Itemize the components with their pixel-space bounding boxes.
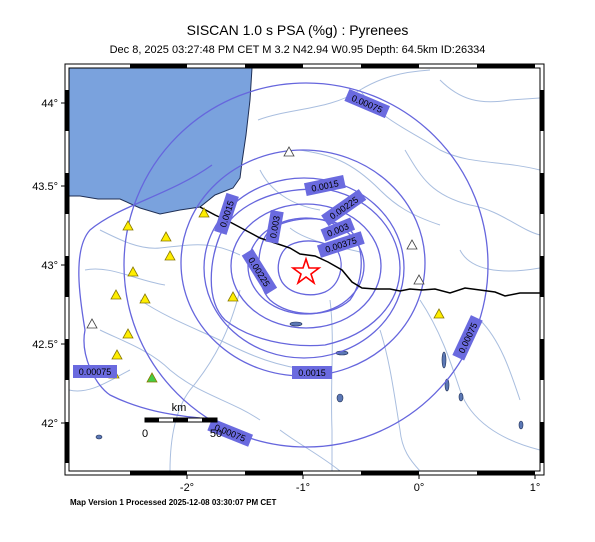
- event-subtitle: Dec 8, 2025 03:27:48 PM CET M 3.2 N42.94…: [109, 44, 486, 56]
- scale-end: 50: [210, 428, 222, 440]
- lon-tick: -2°: [180, 482, 194, 494]
- triangle-icon: [413, 274, 425, 285]
- triangle-icon: [110, 289, 122, 300]
- lat-tick: 44°: [41, 98, 58, 110]
- contour-label: 0.0015: [298, 368, 326, 378]
- scale-bar: km 0 50: [142, 402, 222, 440]
- triangle-icon: [283, 146, 295, 157]
- triangle-icon: [433, 308, 445, 319]
- contour-labels: 0.00075 0.0015 0.00225 0.003 0.00375 0.0…: [73, 88, 483, 447]
- scale-start: 0: [142, 428, 148, 440]
- longitude-ticks: -2° -1° 0° 1°: [180, 482, 540, 494]
- triangle-icon: [406, 239, 418, 250]
- lon-tick: 0°: [414, 482, 425, 494]
- lat-tick: 43°: [41, 260, 58, 272]
- lon-tick: -1°: [296, 482, 310, 494]
- map-frame: [61, 63, 545, 479]
- processing-footer: Map Version 1 Processed 2025-12-08 03:30…: [70, 498, 277, 507]
- lon-tick: 1°: [530, 482, 541, 494]
- triangle-icon: [164, 250, 176, 261]
- triangle-icon: [127, 266, 139, 277]
- triangle-icon: [198, 207, 210, 218]
- triangle-icon: [139, 293, 151, 304]
- national-border: [199, 206, 540, 297]
- lat-tick: 43.5°: [32, 181, 58, 193]
- triangle-icon: [122, 328, 134, 339]
- lat-tick: 42.5°: [32, 339, 58, 351]
- map-content: 0.00075 0.0015 0.00225 0.003 0.00375 0.0…: [69, 68, 540, 471]
- triangle-icon: [160, 231, 172, 242]
- map-title: SISCAN 1.0 s PSA (%g) : Pyrenees: [186, 22, 409, 38]
- triangle-icon: [227, 291, 239, 302]
- latitude-ticks: 44° 43.5° 43° 42.5° 42°: [32, 98, 58, 430]
- triangle-icon: [122, 220, 134, 231]
- contour-label: 0.00075: [79, 367, 112, 377]
- triangle-icon: [111, 349, 123, 360]
- scale-unit: km: [172, 402, 187, 414]
- triangle-icon: [146, 372, 158, 383]
- epicenter-star-icon: [290, 256, 322, 286]
- reservoirs: [95, 321, 524, 440]
- contour-label: 0.003: [268, 215, 282, 239]
- triangle-icon: [86, 318, 98, 329]
- lat-tick: 42°: [41, 418, 58, 430]
